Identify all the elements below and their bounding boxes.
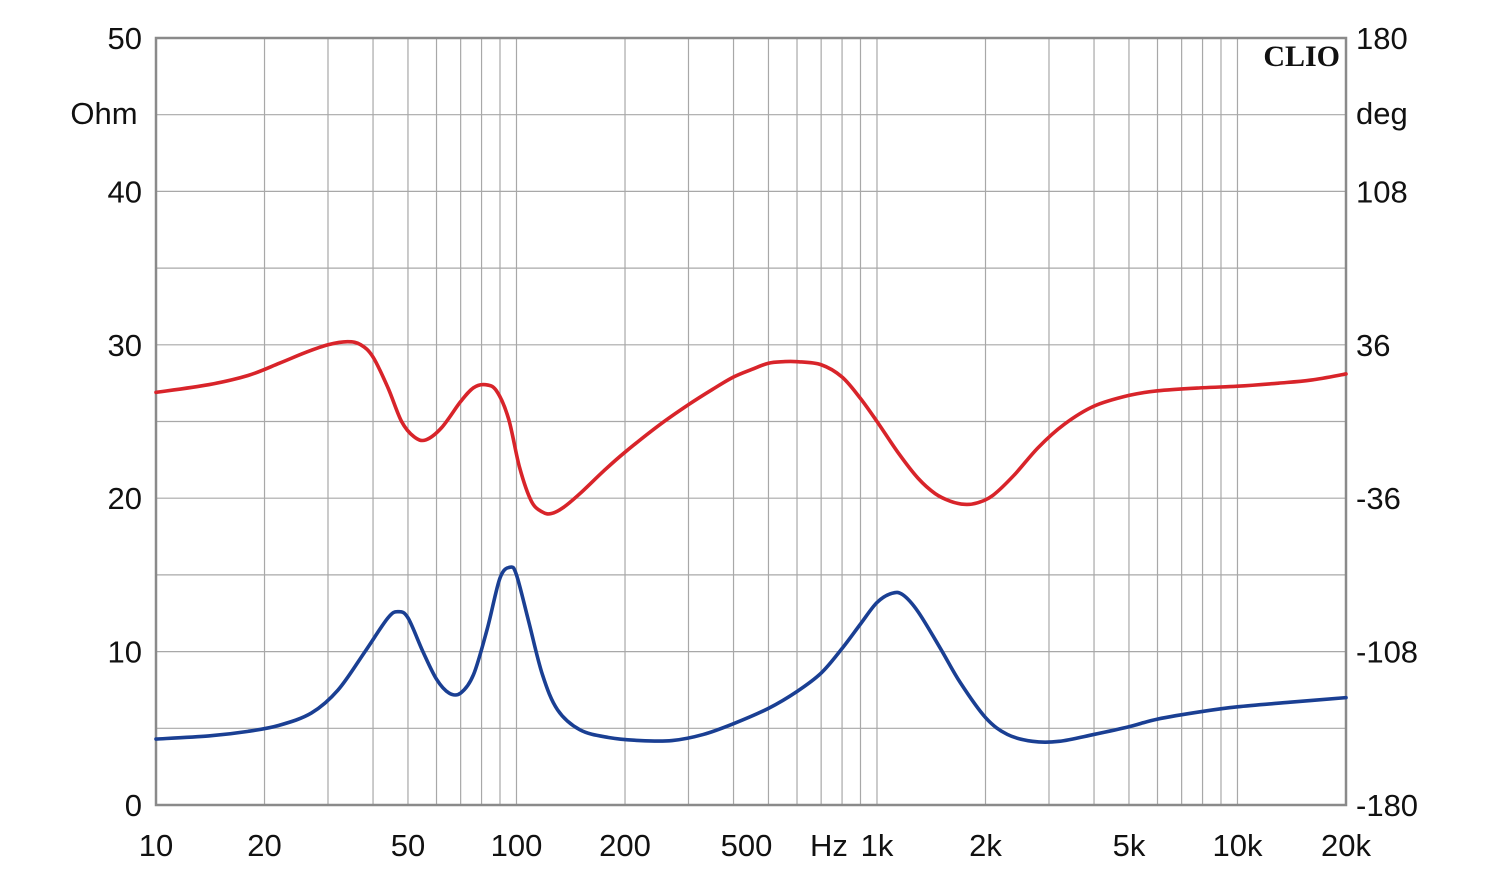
- x-tick-label: 5k: [1113, 828, 1146, 863]
- clio-brand-logo: CLIO: [1263, 40, 1340, 73]
- left-tick-label: 20: [108, 481, 142, 516]
- x-tick-label: 10: [139, 828, 173, 863]
- x-tick-label: 20k: [1321, 828, 1371, 863]
- x-tick-label: 500: [721, 828, 773, 863]
- series-layer: [154, 339, 1348, 745]
- right-axis-unit: deg: [1356, 96, 1408, 131]
- left-tick-label: 30: [108, 328, 142, 363]
- x-tick-label: 100: [491, 828, 543, 863]
- left-tick-label: 50: [108, 21, 142, 56]
- right-tick-label: 36: [1356, 328, 1390, 363]
- x-axis-unit: Hz: [810, 828, 848, 863]
- right-axis-ticks: -180 -108 -36 36 108 180: [1356, 21, 1418, 823]
- right-tick-label: -108: [1356, 635, 1418, 670]
- series-line-1: [154, 339, 1348, 516]
- right-tick-label: -36: [1356, 481, 1401, 516]
- left-tick-label: 10: [108, 635, 142, 670]
- x-axis-ticks: 10 20 50 100 200 500 1k 2k 5k 10k 20k: [139, 828, 1372, 863]
- x-tick-label: 200: [599, 828, 651, 863]
- left-tick-label: 0: [125, 788, 142, 823]
- right-tick-label: 180: [1356, 21, 1408, 56]
- x-tick-label: 50: [391, 828, 425, 863]
- x-tick-label: 20: [247, 828, 281, 863]
- series-line-0: [154, 565, 1348, 745]
- right-tick-label: 108: [1356, 174, 1408, 209]
- x-tick-label: 10k: [1212, 828, 1262, 863]
- left-axis-ticks: 0 10 20 30 40 50: [108, 21, 142, 823]
- left-tick-label: 40: [108, 174, 142, 209]
- minor-grid: [155, 38, 1347, 805]
- x-tick-label: 2k: [969, 828, 1002, 863]
- plot-frame: [154, 36, 1348, 807]
- right-tick-label: -180: [1356, 788, 1418, 823]
- left-axis-unit: Ohm: [70, 96, 137, 131]
- x-tick-label: 1k: [861, 828, 894, 863]
